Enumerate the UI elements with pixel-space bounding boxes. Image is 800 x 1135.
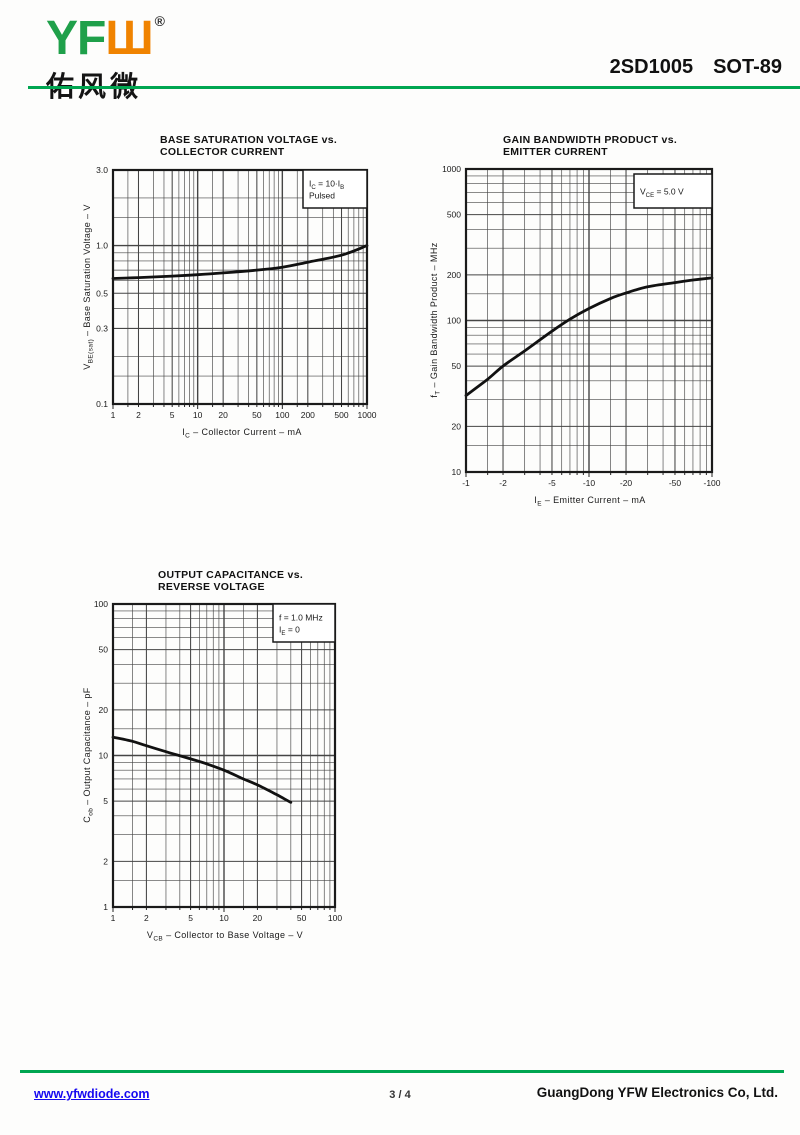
svg-text:10: 10 [219, 913, 229, 923]
svg-text:IE – Emitter Current – mA: IE – Emitter Current – mA [534, 495, 645, 508]
data-curve [111, 735, 293, 804]
svg-text:50: 50 [252, 410, 262, 420]
svg-text:1: 1 [111, 913, 116, 923]
logo-text-green: YF [46, 12, 106, 65]
chart-canvas: VCE = 5.0 V -1 -2 -5 -10 -20 -50 -100 1000 500 200… [429, 134, 721, 508]
page-title: 2SD1005 SOT-89 [610, 56, 782, 79]
annotation-box [633, 173, 713, 209]
svg-text:-1: -1 [462, 478, 470, 488]
svg-text:50: 50 [452, 361, 462, 371]
svg-text:200: 200 [447, 270, 461, 280]
svg-text:f = 1.0 MHz: f = 1.0 MHz [279, 613, 323, 623]
chart-title: EMITTER CURRENT [503, 146, 608, 158]
chart-title: OUTPUT CAPACITANCE vs. [158, 569, 303, 581]
footer-divider [20, 1070, 784, 1073]
logo-chinese-name: 佑风微 [46, 71, 143, 102]
chart-title: COLLECTOR CURRENT [160, 146, 285, 158]
annotation-box [272, 603, 336, 643]
svg-text:VBE(sat) – Base Saturation Vol: VBE(sat) – Base Saturation Voltage – V [82, 204, 95, 369]
svg-text:-5: -5 [548, 478, 556, 488]
svg-text:5: 5 [170, 410, 175, 420]
company-name: GuangDong YFW Electronics Co, Ltd. [536, 1085, 778, 1100]
svg-text:fT – Gain Bandwidth Product –: fT – Gain Bandwidth Product – MHz [429, 242, 442, 397]
svg-text:1: 1 [111, 410, 116, 420]
svg-text:VCE = 5.0 V: VCE = 5.0 V [640, 187, 684, 200]
svg-text:10: 10 [99, 751, 109, 761]
svg-text:0.3: 0.3 [96, 323, 108, 333]
svg-text:IC – Collector Current – mA: IC – Collector Current – mA [182, 427, 302, 440]
svg-text:200: 200 [301, 410, 315, 420]
svg-text:100: 100 [328, 913, 342, 923]
svg-text:10: 10 [452, 467, 462, 477]
svg-text:1: 1 [103, 902, 108, 912]
annotation-box [302, 169, 368, 209]
svg-text:IC = 10·IB: IC = 10·IB [309, 179, 344, 192]
svg-text:20: 20 [218, 410, 228, 420]
svg-text:100: 100 [94, 599, 108, 609]
chart-title: REVERSE VOLTAGE [158, 581, 265, 593]
svg-text:3.0: 3.0 [96, 165, 108, 175]
svg-text:-20: -20 [620, 478, 633, 488]
svg-text:-100: -100 [703, 478, 720, 488]
registered-trademark-icon: ® [154, 13, 165, 29]
svg-text:VCB – Collector to Base Voltag: VCB – Collector to Base Voltage – V [147, 930, 303, 943]
svg-text:0.5: 0.5 [96, 288, 108, 298]
data-curve [111, 244, 369, 280]
svg-text:5: 5 [103, 796, 108, 806]
svg-text:1000: 1000 [358, 410, 377, 420]
chart-canvas: f = 1.0 MHz IE = 0 1 2 5 10 20 50 100 100 50 20 10 5 2… [82, 569, 342, 943]
logo-text-orange: Ш [105, 12, 153, 65]
svg-text:-10: -10 [583, 478, 596, 488]
svg-text:2: 2 [144, 913, 149, 923]
svg-text:50: 50 [297, 913, 307, 923]
header-divider [28, 86, 800, 89]
svg-text:Cob – Output Capacitance – pF: Cob – Output Capacitance – pF [82, 687, 95, 823]
svg-text:10: 10 [193, 410, 203, 420]
svg-text:20: 20 [253, 913, 263, 923]
svg-text:-50: -50 [669, 478, 682, 488]
yfw-logo-wordmark: YFШ ® [46, 12, 165, 65]
svg-text:20: 20 [99, 705, 109, 715]
svg-text:IE = 0: IE = 0 [279, 625, 300, 638]
page-number: 3 / 4 [389, 1089, 411, 1101]
svg-text:50: 50 [99, 645, 109, 655]
svg-text:500: 500 [447, 210, 461, 220]
svg-text:2: 2 [136, 410, 141, 420]
svg-text:100: 100 [447, 316, 461, 326]
chart-output-capacitance: f = 1.0 MHz IE = 0 1 2 5 10 20 50 100 100 50 20 10 5 2… [82, 569, 342, 943]
chart-title: BASE SATURATION VOLTAGE vs. [160, 134, 337, 146]
svg-text:Pulsed: Pulsed [309, 191, 335, 201]
svg-text:2: 2 [103, 856, 108, 866]
svg-text:5: 5 [188, 913, 193, 923]
svg-text:100: 100 [275, 410, 289, 420]
package-name: SOT-89 [713, 56, 782, 78]
svg-text:1.0: 1.0 [96, 241, 108, 251]
svg-text:20: 20 [452, 421, 462, 431]
yfw-logo: YFШ ® 佑风微 [46, 12, 165, 105]
svg-text:1000: 1000 [442, 164, 461, 174]
data-curve [464, 276, 714, 397]
svg-text:-2: -2 [499, 478, 507, 488]
svg-text:500: 500 [334, 410, 348, 420]
chart-gain-bandwidth-product: VCE = 5.0 V -1 -2 -5 -10 -20 -50 -100 1000 500 200… [429, 134, 721, 508]
chart-title: GAIN BANDWIDTH PRODUCT vs. [503, 134, 677, 146]
svg-text:0.1: 0.1 [96, 399, 108, 409]
website-link[interactable]: www.yfwdiode.com [34, 1087, 150, 1101]
part-number: 2SD1005 [609, 56, 694, 78]
